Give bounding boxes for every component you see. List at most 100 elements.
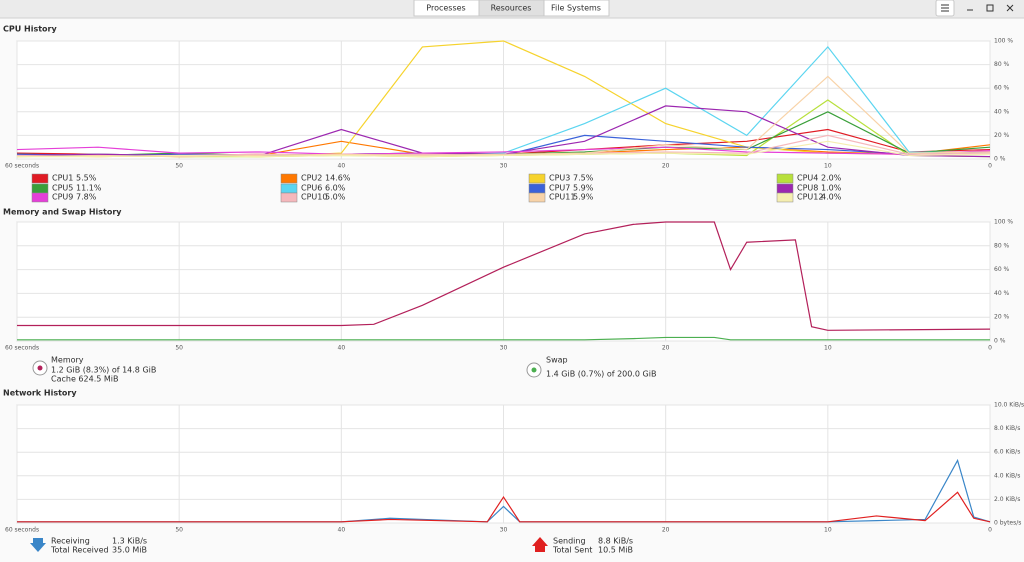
legend-usage: 7.8% <box>76 193 97 202</box>
legend-name: CPU5 <box>52 184 73 193</box>
swap-icon-dot <box>531 367 537 373</box>
legend-swatch <box>528 183 546 194</box>
legend-swatch <box>31 183 49 194</box>
legend-name: CPU9 <box>52 193 73 202</box>
x-tick-label: 30 <box>500 345 508 352</box>
x-tick-label: 0 <box>988 163 992 170</box>
memory-cache: Cache 624.5 MiB <box>51 375 118 384</box>
legend-name: CPU10 <box>301 193 327 202</box>
y-tick-label: 6.0 KiB/s <box>994 449 1020 456</box>
legend-swatch <box>280 183 298 194</box>
legend-swatch <box>776 192 794 203</box>
legend-name: CPU11 <box>549 193 575 202</box>
legend-usage: 5.5% <box>76 174 97 183</box>
tab[interactable] <box>543 0 610 17</box>
menu-icon <box>941 4 949 12</box>
y-tick-label: 40 % <box>994 290 1010 297</box>
y-tick-label: 0 % <box>994 338 1006 345</box>
legend-usage: 1.0% <box>821 184 842 193</box>
section-title: CPU History <box>3 25 57 34</box>
y-tick-label: 10.0 KiB/s <box>994 402 1024 409</box>
legend-usage: 11.1% <box>76 184 102 193</box>
memory-icon-dot <box>37 365 43 371</box>
x-tick-label: 20 <box>662 527 670 534</box>
sending-icon <box>532 537 548 552</box>
legend-usage: 4.0% <box>821 193 842 202</box>
series-line <box>16 75 991 158</box>
legend-usage: 14.6% <box>325 174 351 183</box>
legend-name: CPU1 <box>52 174 73 183</box>
x-tick-label: 40 <box>338 527 346 534</box>
swap-name: Swap <box>546 356 568 365</box>
x-tick-label: 0 <box>988 345 992 352</box>
section-title: Network History <box>3 389 77 398</box>
legend-name: CPU4 <box>797 174 818 183</box>
legend-usage: 5.9% <box>573 193 594 202</box>
legend-swatch <box>280 192 298 203</box>
legend-swatch <box>31 192 49 203</box>
y-tick-label: 40 % <box>994 108 1010 115</box>
y-tick-label: 0 bytes/s <box>994 520 1021 527</box>
section-title: Memory and Swap History <box>3 208 122 217</box>
receiving-icon <box>30 538 46 552</box>
legend-swatch <box>31 173 49 184</box>
x-tick-label: 50 <box>175 163 183 170</box>
net-rate: 8.8 KiB/s <box>598 537 633 546</box>
x-tick-label: 50 <box>175 527 183 534</box>
net-total: 35.0 MiB <box>112 546 147 555</box>
legend-usage: 5.0% <box>325 193 346 202</box>
x-tick-label: 10 <box>824 345 832 352</box>
legend-usage: 7.5% <box>573 174 594 183</box>
y-tick-label: 60 % <box>994 85 1010 92</box>
tab-label[interactable]: File Systems <box>551 4 601 13</box>
maximize-button[interactable] <box>986 4 994 12</box>
y-tick-label: 2.0 KiB/s <box>994 496 1020 503</box>
legend-swatch <box>776 183 794 194</box>
y-tick-label: 8.0 KiB/s <box>994 425 1020 432</box>
series-line <box>17 221 991 331</box>
legend-usage: 5.9% <box>573 184 594 193</box>
x-tick-label: 20 <box>662 345 670 352</box>
x-tick-label: 10 <box>824 527 832 534</box>
x-tick-label: 40 <box>338 345 346 352</box>
y-tick-label: 60 % <box>994 266 1010 273</box>
legend-swatch <box>528 192 546 203</box>
close-button[interactable] <box>1006 4 1014 12</box>
x-tick-label: 10 <box>824 163 832 170</box>
legend-swatch <box>528 173 546 184</box>
legend-name: CPU12 <box>797 193 823 202</box>
x-tick-label: 60 seconds <box>5 527 39 534</box>
y-tick-label: 80 % <box>994 61 1010 68</box>
tab-label[interactable]: Resources <box>491 4 532 13</box>
y-tick-label: 20 % <box>994 314 1010 321</box>
series-line <box>17 140 991 158</box>
x-tick-label: 40 <box>338 163 346 170</box>
x-tick-label: 0 <box>988 527 992 534</box>
legend-name: CPU8 <box>797 184 818 193</box>
series-line <box>16 146 991 155</box>
x-tick-label: 30 <box>500 527 508 534</box>
y-tick-label: 100 % <box>994 38 1013 45</box>
x-tick-label: 60 seconds <box>5 163 39 170</box>
tab-label[interactable]: Processes <box>426 4 465 13</box>
swap-used: 1.4 GiB (0.7%) of 200.0 GiB <box>546 370 656 379</box>
y-tick-label: 80 % <box>994 242 1010 249</box>
series-line <box>17 336 990 341</box>
y-tick-label: 0 % <box>994 156 1006 163</box>
legend-usage: 2.0% <box>821 174 842 183</box>
x-tick-label: 20 <box>662 163 670 170</box>
x-tick-label: 60 seconds <box>5 345 39 352</box>
net-name: Sending <box>553 537 586 546</box>
y-tick-label: 100 % <box>994 219 1013 226</box>
net-rate: 1.3 KiB/s <box>112 537 147 546</box>
y-tick-label: 20 % <box>994 132 1010 139</box>
series-line <box>17 491 991 523</box>
legend-name: CPU2 <box>301 174 322 183</box>
legend-name: CPU7 <box>549 184 570 193</box>
x-tick-label: 50 <box>175 345 183 352</box>
net-total-name: Total Sent <box>552 546 592 555</box>
net-name: Receiving <box>51 537 90 546</box>
net-total: 10.5 MiB <box>598 546 633 555</box>
legend-usage: 6.0% <box>325 184 346 193</box>
